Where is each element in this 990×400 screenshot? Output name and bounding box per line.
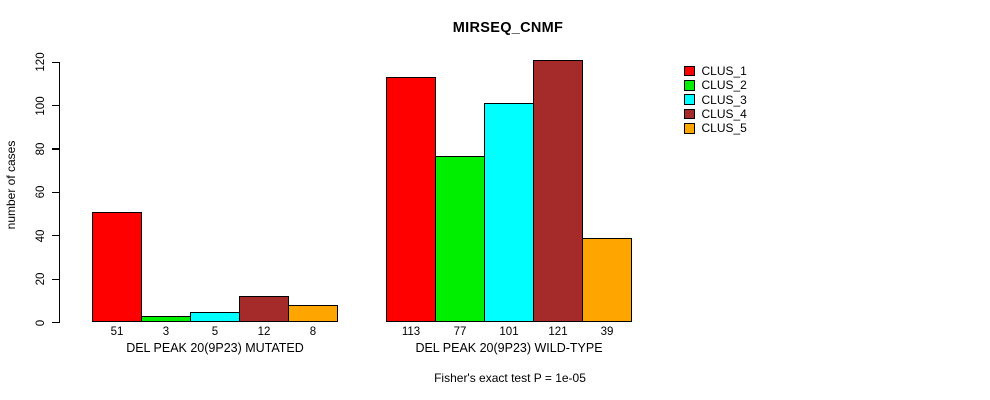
legend-swatch <box>684 108 695 120</box>
legend-swatch <box>684 80 695 91</box>
y-axis-tick <box>52 148 59 150</box>
y-axis-tick <box>52 61 59 63</box>
y-axis-tick <box>52 191 59 193</box>
legend-swatch <box>684 123 695 134</box>
y-axis-tick-label: 80 <box>35 142 47 156</box>
bar-value-label: 121 <box>548 326 568 338</box>
bar-clus_1-group2 <box>386 77 436 323</box>
legend-label: CLUS_3 <box>701 92 747 107</box>
bar-clus_3-group1 <box>190 311 240 323</box>
x-axis-group-label: DEL PEAK 20(9P23) MUTATED <box>126 340 304 355</box>
fisher-test-annotation: Fisher's exact test P = 1e-05 <box>434 371 586 385</box>
legend-item-clus_4: CLUS_4 <box>684 107 747 121</box>
bar-value-label: 12 <box>257 326 271 338</box>
bar-clus_4-group1 <box>239 296 289 323</box>
y-axis-tick <box>52 235 59 237</box>
y-axis-title: number of cases <box>4 140 18 230</box>
legend-swatch <box>684 65 695 77</box>
bar-clus_2-group1 <box>141 315 191 323</box>
bar-value-label: 5 <box>211 326 219 338</box>
legend-swatch <box>684 94 695 105</box>
y-axis-tick-label: 0 <box>35 319 47 326</box>
x-axis-group-label: DEL PEAK 20(9P23) WILD-TYPE <box>415 340 603 355</box>
legend-item-clus_5: CLUS_5 <box>684 121 747 135</box>
bar-value-label: 113 <box>401 326 421 338</box>
bar-clus_3-group2 <box>484 103 534 323</box>
bar-clus_4-group2 <box>533 60 583 323</box>
legend-label: CLUS_2 <box>701 78 747 93</box>
y-axis-tick-label: 40 <box>35 229 47 243</box>
y-axis-tick-label: 60 <box>35 185 47 199</box>
y-axis-tick-label: 20 <box>35 272 47 286</box>
legend: CLUS_1 CLUS_2 CLUS_3 CLUS_4 CLUS_5 <box>684 64 747 135</box>
bar-value-label: 39 <box>600 326 614 338</box>
y-axis-tick-label: 120 <box>35 52 47 72</box>
bar-clus_5-group1 <box>288 305 338 323</box>
legend-item-clus_3: CLUS_3 <box>684 93 747 107</box>
bar-value-label: 101 <box>499 326 519 338</box>
y-axis-tick <box>52 321 59 324</box>
y-axis-line <box>59 62 61 323</box>
legend-label: CLUS_5 <box>701 121 747 136</box>
legend-label: CLUS_4 <box>701 107 747 122</box>
bar-value-label: 8 <box>309 326 317 338</box>
bar-clus_1-group1 <box>92 211 142 323</box>
legend-item-clus_2: CLUS_2 <box>684 78 747 92</box>
y-axis-tick <box>52 105 59 107</box>
bar-value-label: 3 <box>162 326 170 338</box>
y-axis-tick-label: 100 <box>35 96 47 116</box>
legend-item-clus_1: CLUS_1 <box>684 64 747 78</box>
bar-clus_5-group2 <box>582 237 632 323</box>
bar-clus_2-group2 <box>435 155 485 323</box>
bar-value-label: 51 <box>110 326 124 338</box>
y-axis-tick <box>52 278 59 280</box>
chart-title: MIRSEQ_CNMF <box>452 20 564 36</box>
legend-label: CLUS_1 <box>701 64 747 79</box>
bar-value-label: 77 <box>453 326 467 338</box>
